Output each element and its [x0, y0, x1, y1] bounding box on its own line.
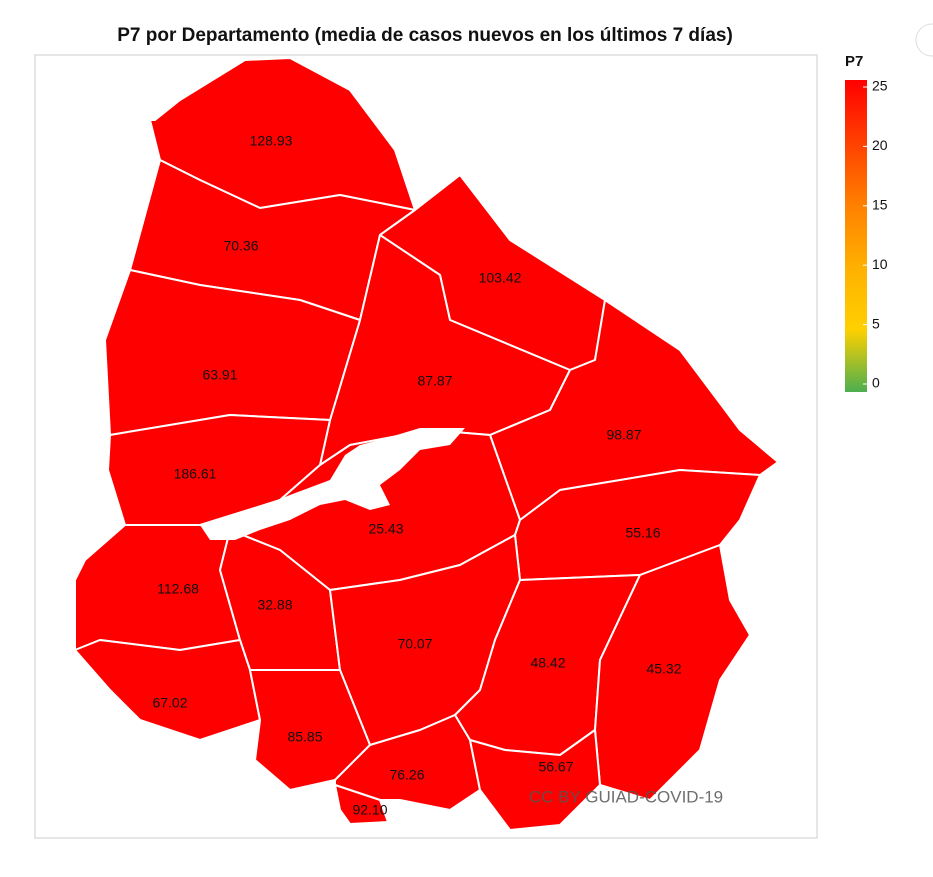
chart-title: P7 por Departamento (media de casos nuev… [117, 25, 733, 46]
region-label: 55.16 [625, 525, 660, 541]
region-label: 112.68 [157, 581, 199, 597]
region-label: 63.91 [202, 367, 237, 383]
region [334, 784, 389, 825]
region-label: 186.61 [174, 466, 217, 482]
lake [200, 428, 465, 540]
colorbar-tick-label: 15 [872, 197, 888, 213]
region [334, 714, 481, 811]
region-label: 45.32 [646, 661, 681, 677]
colorbar-tick-label: 0 [872, 375, 880, 391]
region-labels: 128.93 70.36 103.42 87.87 63.91 186.61 9… [152, 133, 681, 818]
colorbar: P7 0 5 10 15 20 25 [845, 53, 888, 392]
colorbar-tick-label: 5 [872, 315, 880, 331]
map-frame [34, 54, 818, 839]
colorbar-tick-label: 20 [872, 137, 888, 153]
region-label: 87.87 [417, 373, 452, 389]
region-label: 98.87 [606, 427, 641, 443]
colorbar-tick-label: 25 [872, 78, 888, 94]
region-label: 128.93 [250, 133, 293, 149]
colorbar-tick-label: 10 [872, 256, 888, 272]
region-label: 70.36 [223, 238, 258, 254]
credit: CC BY GUIAD-COVID-19 [529, 787, 723, 806]
colorbar-title: P7 [845, 53, 863, 70]
region-label: 25.43 [368, 521, 403, 537]
region [594, 544, 751, 801]
region-label: 56.67 [538, 759, 573, 775]
region-label: 85.85 [287, 729, 322, 745]
regions [74, 57, 779, 831]
region [469, 729, 601, 831]
region [74, 639, 261, 741]
region-label: 48.42 [530, 655, 565, 671]
region-label: 32.88 [257, 597, 292, 613]
region-label: 103.42 [479, 270, 522, 286]
region-label: 76.26 [389, 767, 424, 783]
region-label: 70.07 [397, 636, 432, 652]
region-label: 92.10 [352, 802, 387, 818]
region-label: 67.02 [152, 695, 187, 711]
corner-button[interactable] [915, 23, 933, 57]
region [249, 669, 371, 791]
colorbar-gradient [845, 80, 867, 392]
